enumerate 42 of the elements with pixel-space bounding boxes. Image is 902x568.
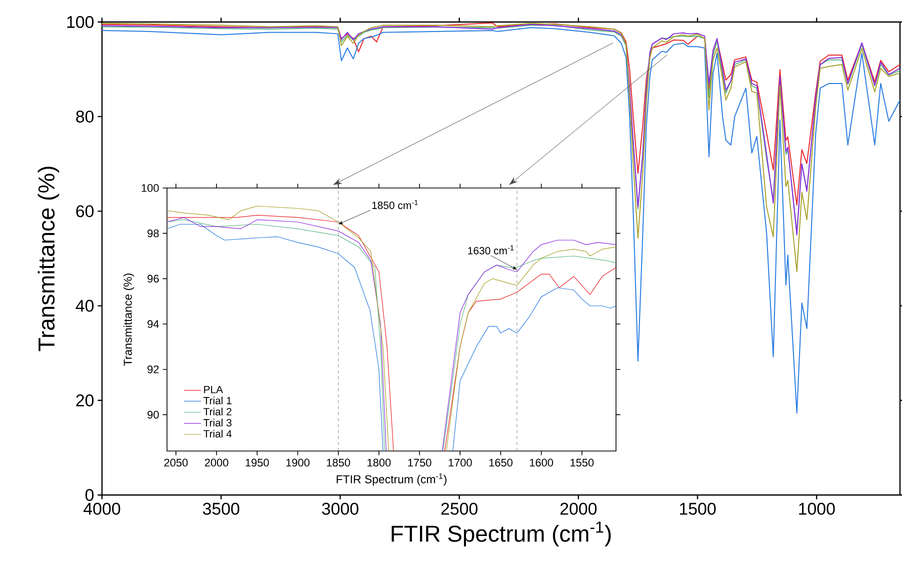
x-tick-label: 2000: [560, 502, 597, 515]
x-tick-label: 1500: [680, 502, 716, 515]
legend-label: Trial 3: [203, 418, 232, 426]
x-tick-label: 1900: [286, 458, 310, 467]
y-tick-label: 40: [76, 300, 94, 312]
x-tick-label: 1000: [799, 502, 835, 515]
y-tick-label: 100: [142, 184, 159, 192]
x-tick-label: 1550: [570, 458, 594, 467]
x-tick-label: 2500: [441, 502, 478, 515]
y-tick-label: 60: [76, 205, 94, 218]
y-axis-title: Transmittance (%): [38, 166, 60, 352]
y-tick-label: 90: [148, 410, 159, 419]
y-tick-label: 0: [85, 488, 94, 501]
y-tick-label: 96: [148, 274, 159, 283]
x-tick-label: 1650: [489, 458, 512, 467]
x-tick-label: 2050: [164, 458, 188, 467]
y-tick-label: 92: [148, 365, 159, 374]
x-axis-title: FTIR Spectrum (cm$^{-1}$): [392, 522, 611, 546]
x-tick-label: 1600: [530, 458, 554, 467]
annotation: 1850 cm$^{-1}$: [372, 200, 418, 210]
x-tick-label: 3500: [202, 502, 240, 515]
x-tick-label: 1800: [368, 458, 391, 467]
legend-label: PLA: [204, 386, 224, 394]
legend-label: Trial 4: [203, 430, 232, 438]
x-tick-label: 4000: [84, 502, 120, 515]
y-tick-label: 94: [148, 320, 159, 328]
x-axis-title: FTIR Spectrum (cm$^{-1}$): [336, 473, 446, 486]
x-tick-label: 2000: [204, 458, 228, 467]
x-tick-label: 1750: [408, 458, 432, 467]
y-axis-title: Transmittance (%): [123, 274, 134, 366]
legend-label: Trial 2: [203, 408, 232, 416]
x-tick-label: 1850: [326, 458, 350, 467]
legend-label: Trial 1: [203, 396, 232, 404]
annotation: 1630 cm$^{-1}$: [468, 245, 514, 254]
x-tick-label: 1700: [448, 458, 472, 467]
x-tick-label: 3000: [322, 502, 358, 515]
y-tick-label: 100: [67, 16, 94, 28]
x-tick-label: 1950: [246, 458, 269, 467]
y-tick-label: 20: [76, 394, 94, 406]
y-tick-label: 98: [148, 229, 159, 238]
line-series: [102, 22, 900, 272]
y-tick-label: 80: [76, 110, 94, 123]
